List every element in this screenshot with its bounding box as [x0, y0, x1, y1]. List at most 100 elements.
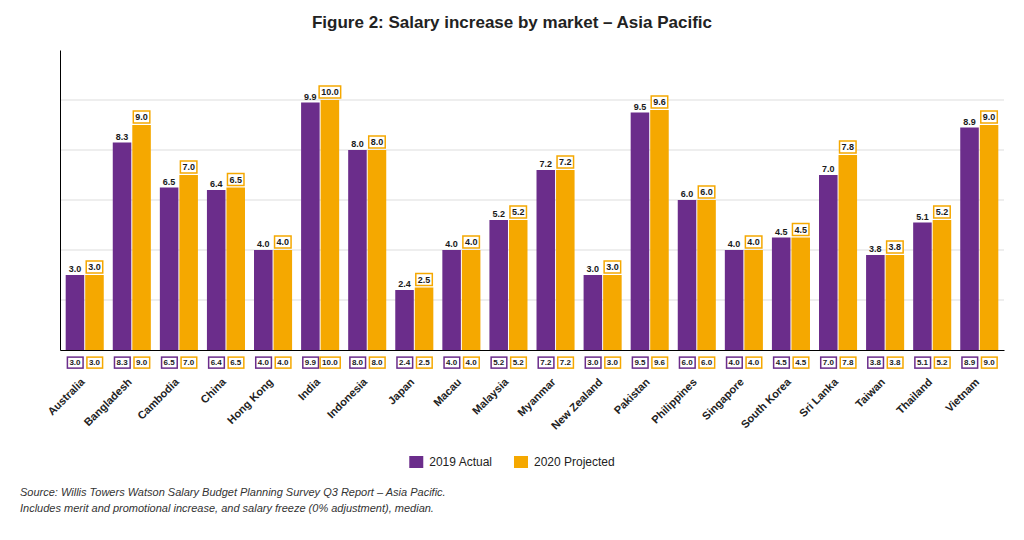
label-box	[792, 224, 809, 236]
legend-item: 2019 Actual	[409, 455, 492, 469]
bar	[85, 275, 104, 350]
bar	[160, 188, 179, 351]
bar	[274, 250, 293, 350]
data-label: 2.5	[418, 275, 431, 285]
data-label: 7.0	[822, 164, 835, 174]
bar	[556, 170, 575, 350]
data-label: 7.0	[823, 358, 835, 367]
label-box	[491, 357, 507, 368]
x-tick-label: India	[296, 375, 323, 402]
label-box	[87, 357, 103, 368]
bar	[226, 188, 245, 351]
data-label: 6.5	[163, 177, 176, 187]
top-label-group: 8.9	[963, 117, 976, 127]
x-tick-label: China	[198, 375, 229, 406]
label-box	[275, 357, 291, 368]
top-label-group: 7.2	[540, 159, 553, 169]
bottom-label-group: 2.5	[416, 357, 432, 368]
bar	[725, 250, 744, 350]
bar	[509, 220, 528, 350]
bar	[866, 255, 885, 350]
data-label: 7.0	[183, 358, 195, 367]
grid-line	[60, 200, 1004, 201]
bottom-label-group: 4.0	[746, 357, 762, 368]
x-tick-label: Thailand	[894, 376, 934, 416]
bottom-label-group: 7.8	[840, 357, 856, 368]
data-label: 3.0	[69, 358, 81, 367]
data-label: 2.5	[418, 358, 430, 367]
x-tick: South Korea	[738, 375, 793, 430]
bottom-label-group: 6.0	[699, 357, 715, 368]
label-box	[350, 357, 366, 368]
x-tick: Philippines	[649, 376, 699, 426]
x-tick-label: Hong Kong	[225, 376, 275, 426]
label-box	[464, 357, 480, 368]
label-box	[369, 136, 386, 148]
label-box	[510, 206, 527, 218]
label-box	[444, 357, 460, 368]
data-label: 7.8	[842, 358, 854, 367]
x-tick-label: New Zealand	[549, 376, 605, 432]
label-box	[538, 357, 554, 368]
bar	[744, 250, 763, 350]
bottom-label-group: 3.8	[887, 357, 903, 368]
data-label: 5.1	[917, 358, 929, 367]
bottom-label-group: 7.0	[821, 357, 837, 368]
x-tick-label: Sri Lanka	[797, 375, 841, 419]
top-label-group: 7.0	[822, 164, 835, 174]
bottom-label-group: 6.4	[209, 357, 225, 368]
bar	[113, 143, 132, 351]
label-box	[887, 241, 904, 253]
bar-series	[85, 100, 998, 350]
data-label: 6.0	[701, 358, 713, 367]
top-label-group: 9.5	[634, 102, 647, 112]
label-box	[652, 357, 668, 368]
bottom-label-group: 4.5	[774, 357, 790, 368]
label-box	[463, 236, 480, 248]
data-label: 9.5	[634, 358, 646, 367]
x-tick: Myanmar	[515, 375, 558, 418]
data-label: 4.0	[257, 239, 270, 249]
x-tick-label: Malaysia	[470, 375, 512, 417]
data-label: 4.0	[446, 358, 458, 367]
data-label: 10.0	[322, 358, 338, 367]
bottom-label-group: 9.5	[632, 357, 648, 368]
label-box	[134, 357, 150, 368]
bar	[913, 223, 932, 351]
bar	[348, 150, 367, 350]
bar	[933, 220, 952, 350]
data-label: 3.8	[889, 358, 901, 367]
data-label: 4.0	[258, 358, 270, 367]
top-label-group: 3.0	[604, 261, 621, 273]
bottom-label-group: 3.0	[87, 357, 103, 368]
x-tick: Japan	[385, 375, 416, 406]
label-box	[86, 261, 103, 273]
label-box	[511, 357, 527, 368]
top-label-group: 7.0	[180, 161, 197, 173]
data-label: 7.0	[182, 162, 195, 172]
bottom-label-group: 5.2	[511, 357, 527, 368]
x-tick: Vietnam	[943, 375, 982, 414]
grid-line	[60, 250, 1004, 251]
bar	[442, 250, 461, 350]
label-box	[604, 261, 621, 273]
x-tick: Australia	[45, 375, 87, 417]
top-label-group: 5.2	[510, 206, 527, 218]
label-box	[981, 111, 998, 123]
bar	[960, 128, 979, 351]
bottom-label-group: 9.0	[981, 357, 997, 368]
data-label: 3.8	[889, 242, 902, 252]
bottom-label-group: 2.4	[397, 357, 413, 368]
bar	[819, 175, 838, 350]
bar	[603, 275, 622, 350]
bottom-label-group: 5.1	[915, 357, 931, 368]
bottom-label-group: 8.0	[350, 357, 366, 368]
top-labels: 3.08.36.56.44.09.98.02.44.05.27.23.09.56…	[69, 86, 998, 289]
x-tick: New Zealand	[549, 376, 605, 432]
bar	[489, 220, 508, 350]
x-tick: Hong Kong	[225, 376, 275, 426]
bottom-label-group: 7.2	[538, 357, 554, 368]
data-label: 4.0	[747, 237, 760, 247]
bottom-label-group: 10.0	[320, 357, 340, 368]
label-box	[557, 156, 574, 168]
